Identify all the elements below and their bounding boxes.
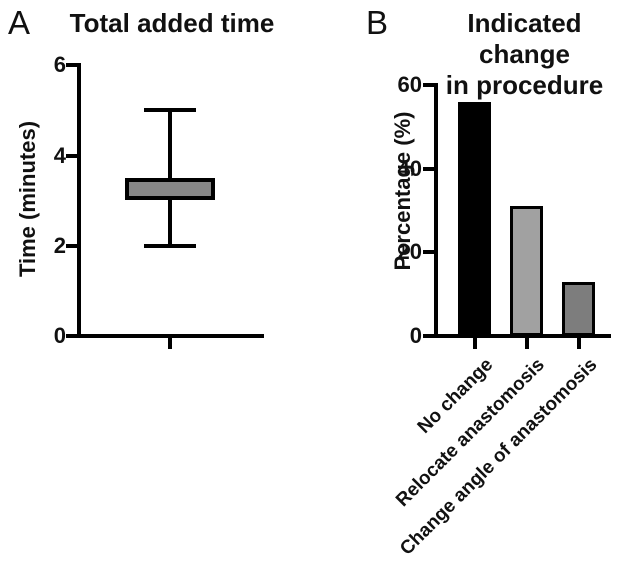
panel-a-y-tick <box>66 334 78 338</box>
panel-b-x-tick <box>577 338 581 349</box>
panel-b-y-tick <box>423 250 435 254</box>
panel-b-title: Indicated change in procedure <box>420 8 629 101</box>
panel-b-y-tick <box>423 334 435 338</box>
bar-relocate-anastomosis <box>510 206 543 336</box>
panel-b-y-tick-label: 20 <box>397 239 422 264</box>
panel-b-y-tick-label: 0 <box>409 323 422 348</box>
panel-a-y-tick-label: 2 <box>53 233 66 258</box>
panel-a-y-tick-label: 6 <box>53 52 66 77</box>
panel-a-title: Total added time <box>69 8 275 38</box>
panel-a-y-tick <box>66 63 78 67</box>
panel-a-y-tick-label: 4 <box>53 143 66 168</box>
panel-b-title-line1: Indicated change <box>467 8 582 69</box>
panel-b-y-tick-label: 60 <box>397 72 422 97</box>
panel-b-y-axis-line <box>434 83 438 338</box>
panel-a-y-axis-line <box>77 63 81 338</box>
panel-a-y-tick <box>66 154 78 158</box>
panel-b-x-tick <box>525 338 529 349</box>
panel-b-y-tick-label: 40 <box>397 156 422 181</box>
panel-b-letter: B <box>366 4 389 41</box>
panel-a-y-tick-label: 0 <box>53 323 66 348</box>
panel-b-x-axis-line <box>434 334 611 338</box>
panel-b-y-tick <box>423 167 435 171</box>
panel-a-x-tick <box>168 338 172 349</box>
boxplot-whisker-cap-top <box>144 108 196 113</box>
category-label-change-angle-of-anastomosis: Change angle of anastomosis <box>395 354 602 560</box>
panel-a-x-axis-line <box>77 334 264 338</box>
bar-no-change <box>458 101 491 336</box>
panel-a-letter: A <box>8 4 31 41</box>
bar-change-angle-of-anastomosis <box>562 281 595 336</box>
panel-b-x-tick <box>473 338 477 349</box>
boxplot-box <box>125 177 215 201</box>
panel-b-title-line2: in procedure <box>445 70 604 100</box>
boxplot-whisker-cap-bottom <box>144 243 196 248</box>
panel-b-y-tick <box>423 83 435 87</box>
panel-a-y-tick <box>66 244 78 248</box>
